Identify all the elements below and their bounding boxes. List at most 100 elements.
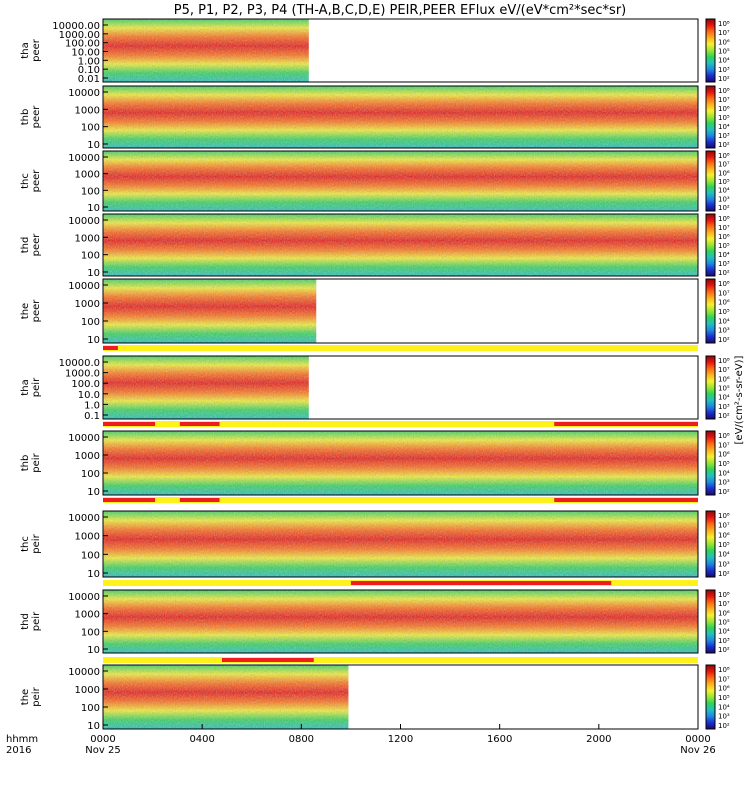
colorbar-tick-label: 10⁸: [718, 280, 730, 288]
y-tick-label: 0.1: [84, 411, 100, 422]
colorbar-tick-label: 10⁶: [718, 451, 730, 459]
colorbar-tick-label: 10³: [718, 66, 730, 74]
colorbar-tick-label: 10⁵: [718, 308, 730, 316]
colorbar-tick-label: 10⁶: [718, 38, 730, 46]
status-bar-red-segment: [103, 422, 156, 426]
colorbar-tick-label: 10⁷: [718, 29, 730, 37]
y-tick-label: 10000: [68, 216, 100, 227]
colorbar: [705, 589, 716, 654]
colorbar-tick-label: 10²: [718, 204, 730, 212]
colorbar-tick-label: 10³: [718, 560, 730, 568]
panel-label: thapeir: [20, 377, 42, 397]
y-tick-label: 100: [81, 627, 100, 638]
spectrogram-texture: [103, 214, 698, 276]
colorbar-tick-label: 10⁶: [718, 375, 730, 383]
y-tick-label: 100: [81, 703, 100, 714]
y-tick-label: 10000: [68, 88, 100, 99]
colorbar-tick-label: 10⁴: [718, 628, 730, 636]
panel-frame: [102, 278, 699, 344]
panel-label: thcpeir: [20, 533, 42, 553]
spectrogram-texture: [103, 356, 309, 419]
status-bar-red-segment: [103, 498, 156, 502]
panel-label: thdpeir: [20, 611, 42, 631]
x-tick-label: 2000: [586, 734, 611, 745]
colorbar-tick-label: 10⁷: [718, 675, 730, 683]
colorbar-tick-label: 10³: [718, 713, 730, 721]
y-tick-label: 1000: [75, 299, 100, 310]
colorbar-tick-label: 10⁴: [718, 394, 730, 402]
spectrogram-texture: [103, 665, 349, 729]
colorbar-tick-label: 10⁶: [718, 299, 730, 307]
colorbar-tick-label: 10⁶: [718, 685, 730, 693]
spectrogram-texture: [103, 151, 698, 211]
colorbar-tick-label: 10⁸: [718, 87, 730, 95]
colorbar-tick-label: 10⁷: [718, 600, 730, 608]
y-tick-label: 100.00: [65, 39, 100, 50]
colorbar-tick-label: 10²: [718, 570, 730, 578]
colorbar-tick-label: 10⁵: [718, 242, 730, 250]
panel-3: 10000 1000 100 10 thcpeer 10⁸10⁷10⁶10⁵10⁴10³1…: [20, 150, 730, 214]
colorbar-tick-label: 10³: [718, 479, 730, 487]
colorbar-tick-label: 10⁴: [718, 469, 730, 477]
panel-frame: [102, 589, 699, 654]
spectrogram-texture: [103, 511, 698, 577]
colorbar-tick-label: 10⁸: [718, 666, 730, 674]
colorbar-unit-label: [eV/(cm²-s-sr-eV)]: [734, 355, 745, 444]
y-tick-label: 10: [87, 721, 100, 732]
status-bar-red-segment: [103, 346, 118, 350]
y-tick-label: 100: [81, 123, 100, 134]
y-tick-label: 1000: [75, 233, 100, 244]
colorbar-tick-label: 10³: [718, 403, 730, 411]
colorbar: [705, 355, 716, 420]
colorbar-tick-label: 10⁵: [718, 48, 730, 56]
status-bar: [103, 421, 698, 427]
colorbar-tick-label: 10²: [718, 488, 730, 496]
y-tick-label: 1000: [75, 532, 100, 543]
colorbar-tick-label: 10²: [718, 646, 730, 654]
colorbar-tick-label: 10⁴: [718, 551, 730, 559]
y-tick-label: 10: [87, 268, 100, 279]
y-tick-label: 10000: [68, 592, 100, 603]
colorbar-tick-label: 10²: [718, 141, 730, 149]
panel-label: thdpeer: [20, 233, 42, 257]
colorbar: [705, 18, 716, 83]
colorbar-tick-label: 10⁴: [718, 251, 730, 259]
x-tick-label: 1600: [487, 734, 512, 745]
colorbar-tick-label: 10⁵: [718, 541, 730, 549]
colorbar: [705, 430, 716, 496]
y-tick-label: 10: [87, 645, 100, 656]
panel-frame: [102, 510, 699, 578]
colorbar-tick-label: 10⁸: [718, 152, 730, 160]
y-tick-label: 10000: [68, 153, 100, 164]
colorbar-tick-label: 10³: [718, 132, 730, 140]
colorbar-tick-label: 10⁵: [718, 178, 730, 186]
spectrogram-texture: [103, 86, 698, 148]
spectrogram-texture: [103, 590, 698, 653]
status-bar: [103, 497, 698, 503]
spectrogram-texture: [103, 19, 309, 82]
status-bar-red-segment: [179, 498, 220, 502]
colorbar-tick-label: 10⁸: [718, 215, 730, 223]
y-tick-label: 10: [87, 203, 100, 214]
x-date-label: Nov 25: [85, 745, 120, 756]
y-tick-label: 100: [81, 550, 100, 561]
y-tick-label: 10: [87, 487, 100, 498]
x-date-label: Nov 26: [680, 745, 715, 756]
y-tick-label: 10.00: [71, 48, 100, 59]
panel-frame: [102, 213, 699, 277]
colorbar-tick-label: 10⁵: [718, 460, 730, 468]
panel-label: thepeir: [20, 686, 42, 706]
panel-label: thbpeer: [20, 105, 42, 129]
y-tick-label: 1000.0: [65, 369, 100, 380]
colorbar: [705, 510, 716, 578]
colorbar-tick-label: 10²: [718, 722, 730, 730]
y-tick-label: 100: [81, 317, 100, 328]
y-tick-label: 1000: [75, 170, 100, 181]
panel-2: 10000 1000 100 10 thbpeer 10⁸10⁷10⁶10⁵10⁴10³1…: [20, 85, 730, 151]
